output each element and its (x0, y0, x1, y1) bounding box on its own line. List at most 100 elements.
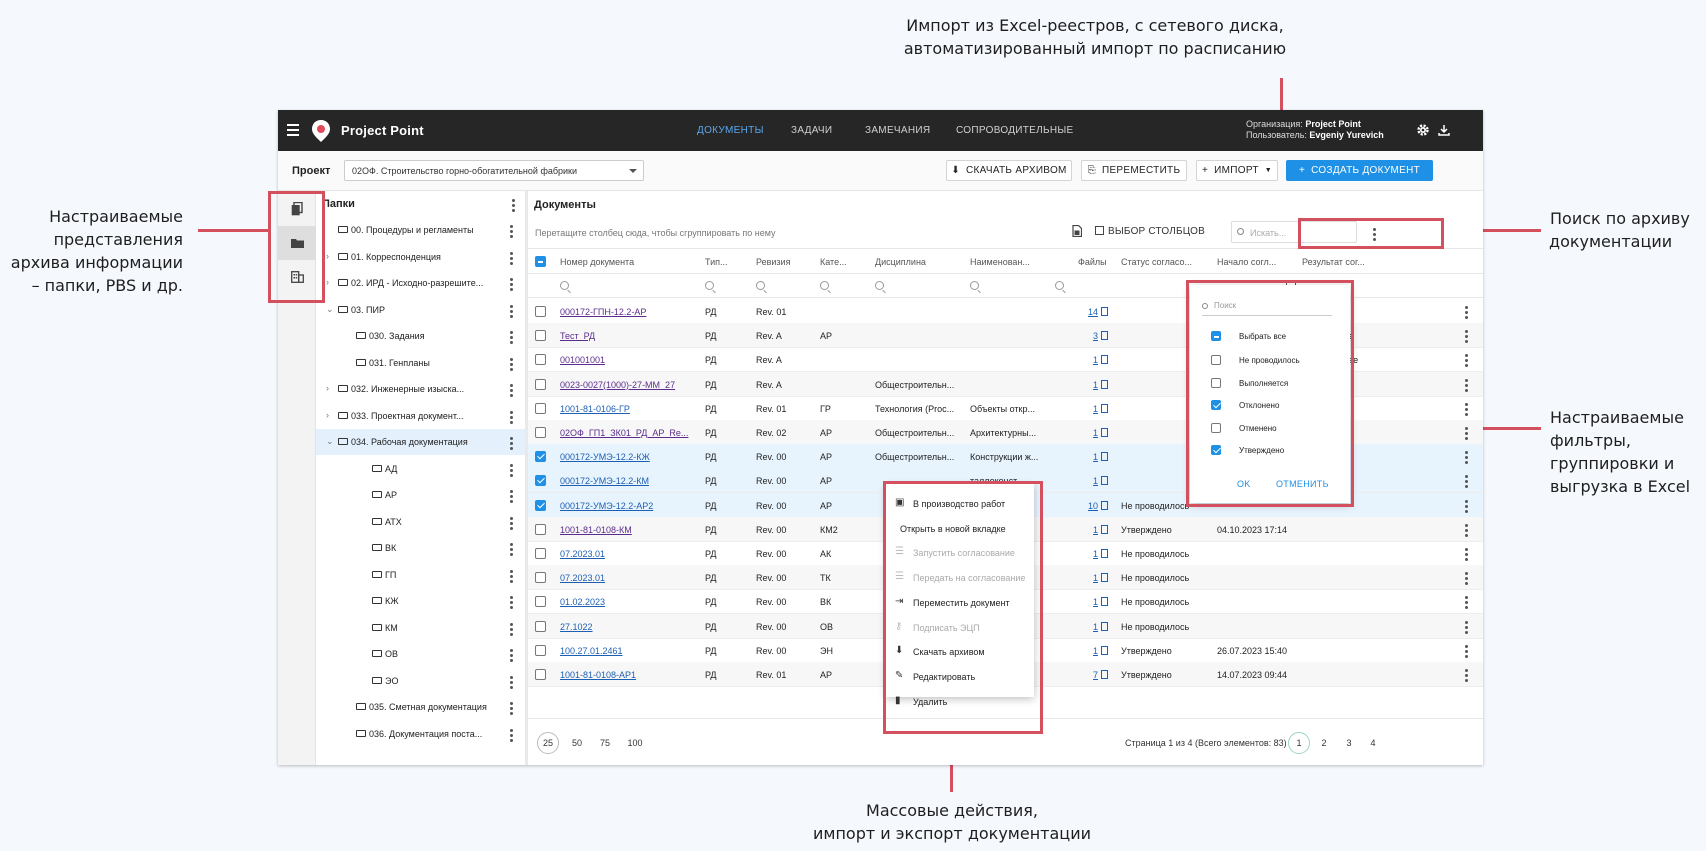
folder-more-icon[interactable] (510, 516, 513, 532)
doc-files[interactable]: 1 (1092, 645, 1098, 656)
row-more-icon[interactable] (1465, 330, 1468, 345)
doc-number[interactable]: 000172-ГПН-12.2-АР (560, 307, 647, 317)
header-type[interactable]: Тип... (705, 257, 728, 267)
doc-files[interactable]: 1 (1092, 621, 1098, 632)
menu-icon[interactable] (287, 124, 299, 136)
doc-number[interactable]: 000172-УМЭ-12.2-КМ (560, 476, 649, 487)
nav-documents[interactable]: ДОКУМЕНТЫ (697, 125, 764, 136)
doc-number[interactable]: 1001-81-0108-АР1 (560, 670, 637, 680)
row-more-icon[interactable] (1465, 427, 1468, 442)
row-checkbox[interactable] (535, 451, 546, 463)
select-all-checkbox[interactable] (1211, 331, 1221, 341)
row-checkbox[interactable] (535, 548, 546, 559)
folder-more-icon[interactable] (510, 410, 513, 426)
menu-item[interactable]: ▮ Удалить (886, 690, 1034, 714)
row-more-icon[interactable] (1465, 669, 1468, 684)
project-select[interactable]: 02ОФ. Строительство горно-обогатительной… (344, 160, 644, 181)
folder-more-icon[interactable] (510, 596, 513, 611)
export-excel-icon[interactable] (1072, 225, 1082, 237)
view-documents[interactable] (278, 192, 316, 226)
menu-item[interactable]: ⇥ Переместить документ (886, 591, 1034, 615)
doc-files[interactable]: 1 (1092, 452, 1098, 463)
page-3[interactable]: 3 (1346, 738, 1352, 748)
search-icon[interactable] (756, 281, 765, 290)
header-files[interactable]: Файлы (1078, 257, 1107, 267)
header-name[interactable]: Наименован... (970, 257, 1030, 267)
folder-more-icon[interactable] (510, 543, 513, 558)
folder-more-icon[interactable] (510, 463, 513, 479)
row-more-icon[interactable] (1465, 475, 1468, 490)
folder-more-icon[interactable] (510, 675, 513, 691)
doc-files[interactable]: 1 (1092, 597, 1098, 608)
page-1[interactable]: 1 (1288, 732, 1310, 754)
search-icon[interactable] (705, 281, 714, 290)
page-4[interactable]: 4 (1370, 738, 1376, 748)
folder-more-icon[interactable] (510, 304, 513, 320)
header-discipline[interactable]: Дисциплина (875, 257, 926, 267)
filter-ok-button[interactable]: OK (1237, 479, 1251, 489)
folder-item[interactable]: КЖ (316, 588, 525, 614)
nav-accompanying[interactable]: СОПРОВОДИТЕЛЬНЫЕ (956, 125, 1074, 136)
doc-number[interactable]: 000172-УМЭ-12.2-КЖ (560, 452, 650, 463)
gear-icon[interactable] (1416, 123, 1430, 137)
folder-more-icon[interactable] (510, 569, 513, 585)
folder-item[interactable]: АР (316, 482, 525, 508)
row-checkbox[interactable] (535, 402, 546, 414)
menu-item[interactable]: ⬇ Скачать архивом (886, 640, 1034, 664)
menu-item[interactable]: ✎ Редактировать (886, 665, 1034, 689)
doc-files[interactable]: 1 (1092, 403, 1098, 414)
doc-number[interactable]: 0023-0027(1000)-27-ММ_27 (560, 379, 676, 390)
folder-item[interactable]: ⌄ 034. Рабочая документация (316, 429, 525, 455)
header-revision[interactable]: Ревизия (756, 257, 791, 267)
row-checkbox[interactable] (535, 499, 546, 511)
row-checkbox[interactable] (535, 596, 546, 608)
row-more-icon[interactable] (1465, 572, 1468, 587)
folder-more-icon[interactable] (510, 225, 513, 240)
row-checkbox[interactable] (535, 354, 546, 366)
doc-number[interactable]: 001001001 (560, 355, 606, 366)
folder-more-icon[interactable] (510, 384, 513, 399)
filter-option-checkbox[interactable] (1211, 445, 1221, 455)
page-size-50[interactable]: 50 (571, 738, 582, 748)
folder-more-icon[interactable] (510, 702, 513, 717)
chevron-right-icon[interactable]: › (326, 277, 329, 287)
header-number[interactable]: Номер документа (560, 257, 635, 267)
folder-item[interactable]: 030. Задания (316, 323, 525, 349)
filter-option-checkbox[interactable] (1211, 377, 1221, 388)
move-button[interactable]: ⎘ ПЕРЕМЕСТИТЬ (1081, 160, 1187, 181)
folder-more-icon[interactable] (510, 437, 513, 452)
menu-item[interactable]: ▣ В производство работ (886, 492, 1034, 516)
search-icon[interactable] (820, 281, 829, 290)
folder-item[interactable]: › 02. ИРД - Исходно-разрешите... (316, 270, 525, 296)
doc-number[interactable]: Тест_РД (560, 331, 596, 342)
row-more-icon[interactable] (1465, 378, 1468, 394)
row-checkbox[interactable] (535, 620, 546, 632)
doc-number[interactable]: 27.1022 (560, 621, 593, 632)
row-checkbox[interactable] (535, 306, 546, 317)
doc-number[interactable]: 01.02.2023 (560, 597, 606, 608)
header-result[interactable]: Результат сог... (1302, 257, 1365, 267)
folder-item[interactable]: 036. Документация поста... (316, 721, 525, 747)
chevron-right-icon[interactable]: › (326, 250, 329, 261)
folder-item[interactable]: КМ (316, 615, 525, 641)
header-start[interactable]: Начало согл... (1217, 257, 1277, 267)
search-icon[interactable] (970, 281, 979, 290)
chevron-down-icon[interactable]: ⌄ (326, 436, 334, 446)
nav-remarks[interactable]: ЗАМЕЧАНИЯ (865, 125, 931, 136)
folder-item[interactable]: ГП (316, 562, 525, 588)
folder-item[interactable]: ОВ (316, 641, 525, 667)
row-checkbox[interactable] (535, 572, 546, 584)
row-more-icon[interactable] (1465, 523, 1468, 539)
download-icon[interactable] (1437, 123, 1451, 137)
folder-item[interactable]: АД (316, 456, 525, 482)
doc-number[interactable]: 07.2023.01 (560, 573, 606, 584)
row-more-icon[interactable] (1465, 451, 1468, 466)
docs-more-icon[interactable] (1373, 228, 1376, 243)
row-more-icon[interactable] (1465, 596, 1468, 611)
filter-option-checkbox[interactable] (1211, 400, 1221, 410)
doc-files[interactable]: 1 (1092, 428, 1098, 438)
row-more-icon[interactable] (1465, 306, 1468, 321)
folder-item[interactable]: › 033. Проектная документ... (316, 403, 525, 429)
create-document-button[interactable]: + СОЗДАТЬ ДОКУМЕНТ (1286, 160, 1433, 181)
doc-number[interactable]: 07.2023.01 (560, 549, 606, 559)
